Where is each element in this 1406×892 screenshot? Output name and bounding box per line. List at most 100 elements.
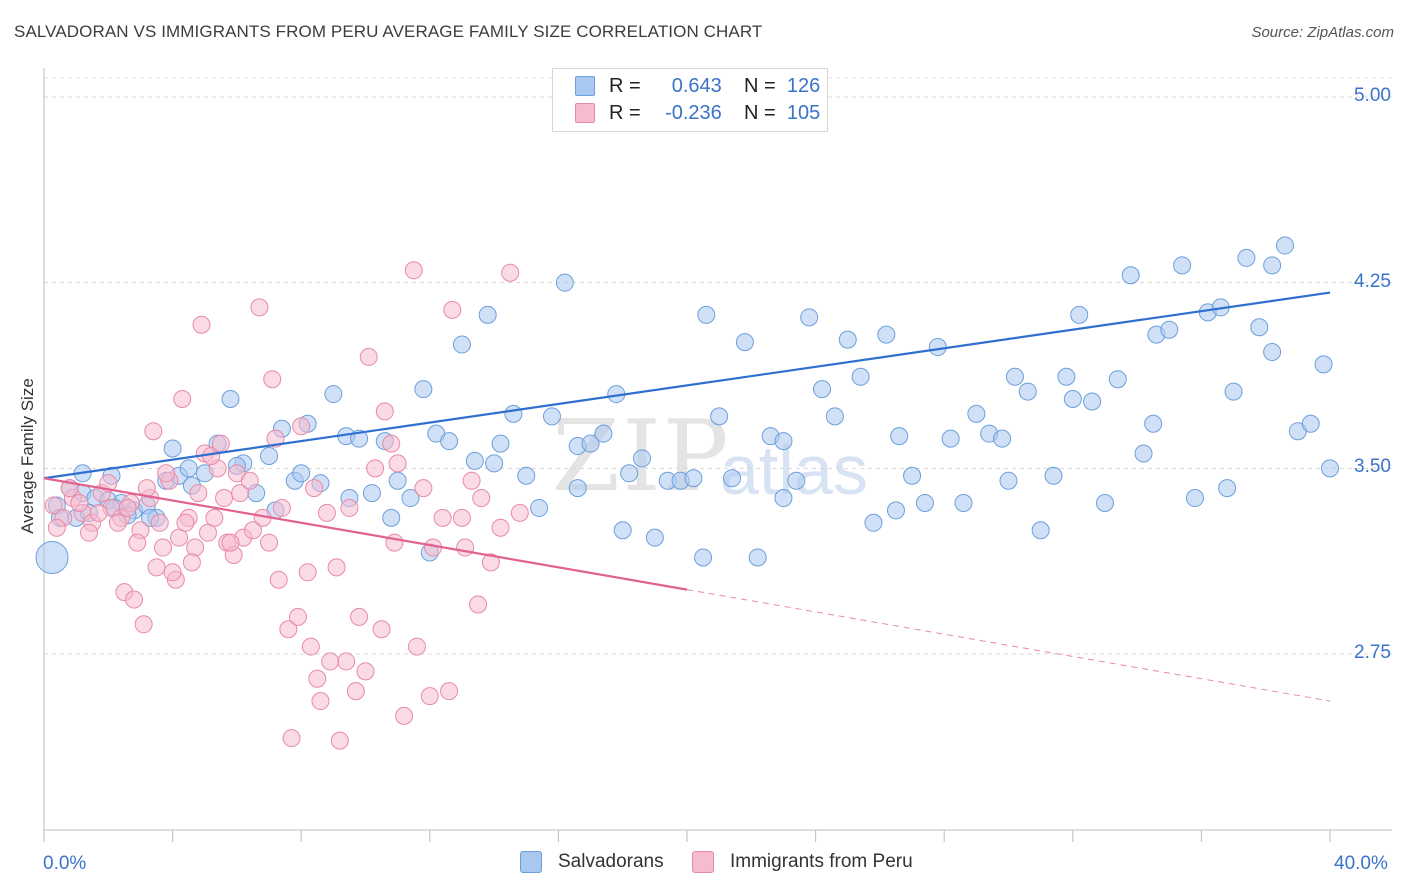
salvadoran-point — [774, 432, 793, 451]
salvadoran-point — [260, 446, 279, 465]
peru-point — [372, 620, 391, 639]
chart-title: SALVADORAN VS IMMIGRANTS FROM PERU AVERA… — [14, 22, 763, 41]
salvadoran-point — [1263, 342, 1282, 361]
salvadoran-point — [620, 464, 639, 483]
salvadoran-point — [774, 489, 793, 508]
peru-point — [462, 471, 481, 490]
peru-point — [292, 417, 311, 436]
salvadoran-point — [1108, 370, 1127, 389]
peru-point — [170, 528, 189, 547]
peru-point — [350, 607, 369, 626]
salvadoran-point — [1250, 318, 1269, 337]
salvadoran-point — [163, 439, 182, 458]
peru-point — [80, 523, 99, 542]
peru-trend-projection — [686, 589, 1331, 702]
y-tick-label: 3.50 — [1354, 456, 1391, 478]
x-min-label: 0.0% — [43, 853, 87, 874]
peru-point — [407, 637, 426, 656]
peru-point — [375, 402, 394, 421]
peru-point — [395, 706, 414, 725]
salvadoran-point — [1173, 256, 1192, 275]
salvadoran-point — [1275, 236, 1294, 255]
salvadoran-point — [1144, 414, 1163, 433]
salvadoran-point — [542, 407, 561, 426]
axes — [43, 68, 1392, 842]
salvadoran-point — [594, 424, 613, 443]
salvadoran-point — [735, 333, 754, 352]
salvadoran-point — [452, 335, 471, 354]
peru-point — [147, 558, 166, 577]
salvadoran-point — [485, 454, 504, 473]
peru-point — [211, 434, 230, 453]
salvadoran-point — [581, 434, 600, 453]
peru-point — [510, 503, 529, 522]
n-label: N = — [744, 74, 776, 97]
peru-point — [189, 484, 208, 503]
peru-point — [144, 422, 163, 441]
peru-point — [263, 370, 282, 389]
peru-point — [472, 489, 491, 508]
salvadoran-point — [1263, 256, 1282, 275]
peru-point — [173, 390, 192, 409]
salvadoran-point — [388, 471, 407, 490]
peru-point — [311, 692, 330, 711]
salvadoran-point — [877, 325, 896, 344]
legend-item-salvadorans[interactable]: Salvadorans — [520, 851, 664, 873]
peru-point — [305, 479, 324, 498]
watermark-atlas: atlas — [720, 431, 868, 509]
salvadoran-point — [179, 459, 198, 478]
peru-point — [404, 261, 423, 280]
salvadoran-point — [465, 451, 484, 470]
peru-point — [176, 513, 195, 532]
peru-point — [317, 503, 336, 522]
peru-point — [433, 508, 452, 527]
salvadoran-point — [915, 493, 934, 512]
peru-point — [382, 434, 401, 453]
peru-point — [388, 454, 407, 473]
salvadoran-point — [530, 498, 549, 517]
peru-point — [385, 533, 404, 552]
salvadoran-point — [748, 548, 767, 567]
peru-point — [150, 513, 169, 532]
salvadoran-point — [382, 508, 401, 527]
salvadoran-point — [928, 338, 947, 357]
peru-point — [452, 508, 471, 527]
peru-swatch — [575, 103, 595, 123]
salvadoran-point — [1063, 390, 1082, 409]
n-label: N = — [744, 101, 776, 124]
legend-item-peru[interactable]: Immigrants from Peru — [692, 851, 913, 873]
salvadoran-point — [825, 407, 844, 426]
x-max-label: 40.0% — [1334, 853, 1388, 874]
peru-point — [260, 533, 279, 552]
peru-point — [118, 498, 137, 517]
y-tick-label: 2.75 — [1354, 642, 1391, 663]
peru-point — [301, 637, 320, 656]
peru-point — [288, 607, 307, 626]
peru-point — [99, 474, 118, 493]
peru-point — [108, 513, 127, 532]
salvadoran-point — [1224, 382, 1243, 401]
peru-point — [47, 518, 66, 537]
salvadoran-point — [555, 273, 574, 292]
grid-lines — [44, 77, 1392, 655]
peru-point — [269, 570, 288, 589]
peru-point — [282, 729, 301, 748]
salvadoran-point — [362, 484, 381, 503]
peru-point — [70, 493, 89, 512]
legend-row-salvadorans: R = 0.643 N = 126 — [575, 73, 820, 99]
salvadoran-point — [1121, 266, 1140, 285]
salvadoran-point — [787, 471, 806, 490]
salvadoran-point — [35, 540, 69, 574]
salvadoran-point — [941, 429, 960, 448]
peru-point — [128, 533, 147, 552]
salvadoran-point — [1237, 248, 1256, 267]
salvadoran-point — [1321, 459, 1339, 478]
salvadorans-trend-line — [43, 291, 1331, 480]
peru-point — [198, 523, 217, 542]
peru-point — [215, 489, 234, 508]
peru-point — [321, 652, 340, 671]
peru-point — [481, 553, 500, 572]
n-value: 105 — [786, 101, 821, 124]
salvadoran-point — [1031, 521, 1050, 540]
